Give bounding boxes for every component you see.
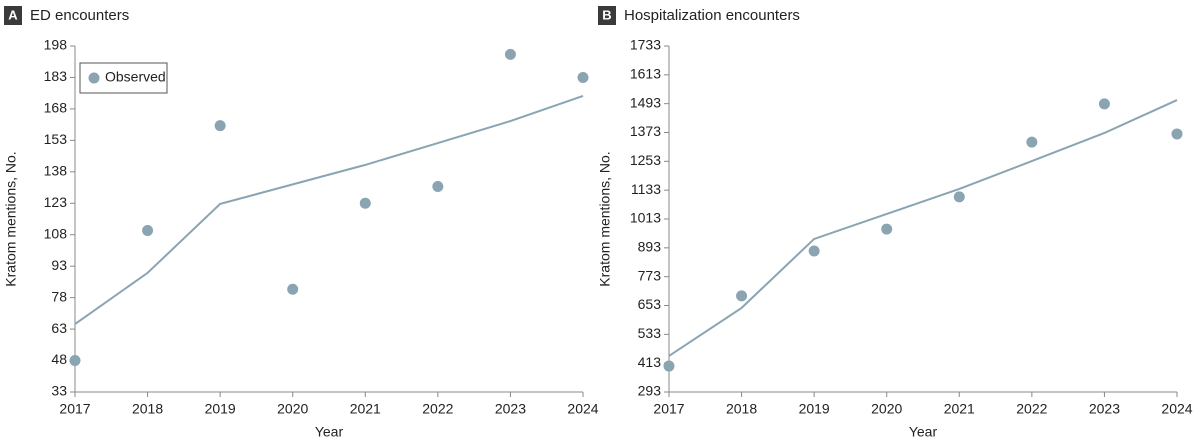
observed-point xyxy=(881,223,893,235)
y-tick-label: 138 xyxy=(44,163,68,179)
panel-label: A xyxy=(8,7,18,22)
observed-point xyxy=(577,71,589,83)
y-tick-label: 413 xyxy=(638,354,662,370)
x-tick-label: 2017 xyxy=(59,401,90,417)
x-tick-label: 2022 xyxy=(422,401,453,417)
y-tick-label: 108 xyxy=(44,225,68,241)
panel-badge xyxy=(598,6,616,25)
x-axis-title: Year xyxy=(315,424,344,440)
y-axis-title: Kratom mentions, No. xyxy=(3,151,19,286)
panel: A ED encounters 33 48 63 78 93 108 123 138 153 168 1… xyxy=(3,6,599,440)
observed-point xyxy=(1171,128,1183,140)
y-tick-label: 1133 xyxy=(631,181,661,197)
y-tick-label: 183 xyxy=(44,68,68,84)
y-tick-label: 893 xyxy=(638,239,662,255)
x-tick-label: 2021 xyxy=(350,401,381,417)
x-tick-label: 2020 xyxy=(277,401,308,417)
x-tick-label: 2020 xyxy=(871,401,902,417)
y-tick-label: 1013 xyxy=(630,210,661,226)
y-tick-label: 653 xyxy=(638,296,662,312)
observed-point xyxy=(504,48,516,60)
y-tick-label: 123 xyxy=(44,194,68,210)
y-tick-label: 198 xyxy=(44,37,68,53)
panel-label: B xyxy=(602,7,611,22)
y-tick-label: 33 xyxy=(51,383,67,399)
y-tick-label: 48 xyxy=(51,351,67,367)
y-tick-label: 1613 xyxy=(630,66,661,82)
observed-point xyxy=(736,290,748,302)
x-tick-label: 2021 xyxy=(944,401,975,417)
y-tick-label: 63 xyxy=(51,320,67,336)
x-tick-label: 2024 xyxy=(1161,401,1192,417)
x-tick-label: 2024 xyxy=(567,401,598,417)
observed-point xyxy=(1098,98,1110,110)
y-tick-label: 168 xyxy=(44,100,68,116)
x-tick-label: 2018 xyxy=(132,401,163,417)
observed-point xyxy=(953,191,965,203)
observed-point xyxy=(359,197,371,209)
x-axis-title: Year xyxy=(909,424,938,440)
x-tick-label: 2022 xyxy=(1016,401,1047,417)
observed-point xyxy=(432,180,444,192)
y-tick-label: 93 xyxy=(51,257,67,273)
x-tick-label: 2023 xyxy=(495,401,526,417)
fit-line xyxy=(668,99,1178,357)
x-tick-label: 2019 xyxy=(799,401,830,417)
y-tick-label: 1733 xyxy=(630,37,661,53)
panel-badge xyxy=(4,6,22,25)
observed-point xyxy=(663,360,675,372)
observed-point xyxy=(214,120,226,132)
panel: B Hospitalization encounters 293 413 533 653 7… xyxy=(597,6,1193,440)
x-tick-label: 2023 xyxy=(1089,401,1120,417)
legend-label: Observed xyxy=(105,69,166,85)
observed-point xyxy=(287,283,299,295)
observed-point xyxy=(1026,136,1038,148)
y-tick-label: 773 xyxy=(638,267,662,283)
observed-point xyxy=(69,355,81,367)
observed-point xyxy=(142,225,154,237)
y-tick-label: 78 xyxy=(51,288,67,304)
y-tick-label: 1373 xyxy=(630,123,661,139)
fit-line xyxy=(74,94,584,325)
legend-swatch xyxy=(88,72,100,84)
y-tick-label: 1493 xyxy=(630,94,661,110)
x-tick-label: 2018 xyxy=(726,401,757,417)
y-axis-title: Kratom mentions, No. xyxy=(597,151,613,286)
y-tick-label: 293 xyxy=(638,383,662,399)
x-tick-label: 2019 xyxy=(205,401,236,417)
y-tick-label: 533 xyxy=(638,325,662,341)
y-tick-label: 1253 xyxy=(630,152,661,168)
observed-point xyxy=(808,245,820,257)
y-tick-label: 153 xyxy=(44,131,68,147)
x-tick-label: 2017 xyxy=(653,401,684,417)
panel-title: ED encounters xyxy=(30,7,129,24)
panel-title: Hospitalization encounters xyxy=(624,7,800,24)
